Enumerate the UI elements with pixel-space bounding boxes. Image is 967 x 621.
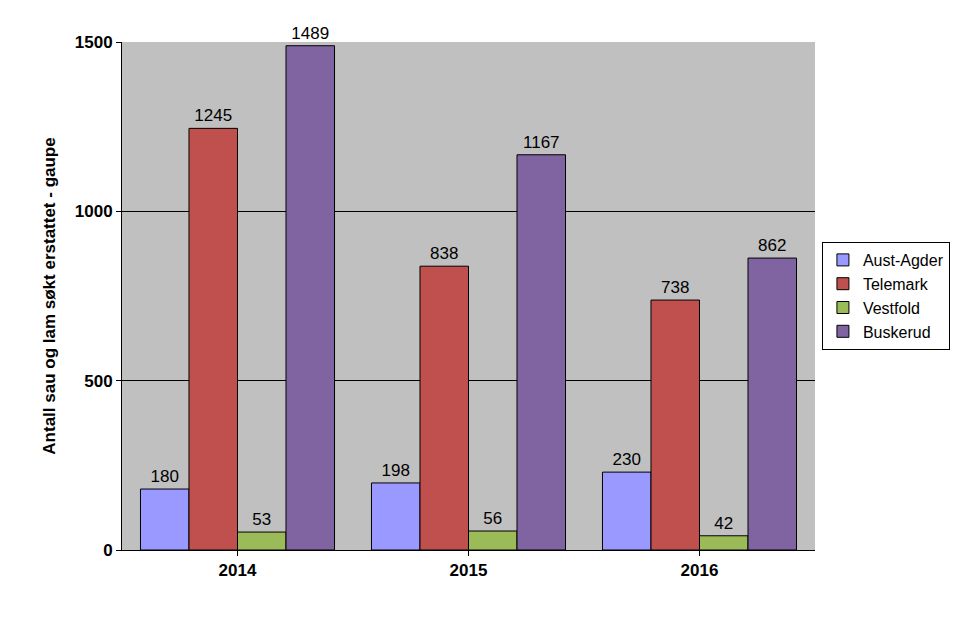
svg-text:738: 738 (661, 278, 689, 297)
svg-text:56: 56 (483, 509, 502, 528)
svg-text:230: 230 (613, 450, 641, 469)
svg-text:Aust-Agder: Aust-Agder (863, 252, 944, 269)
svg-text:Vestfold: Vestfold (863, 300, 920, 317)
svg-text:Buskerud: Buskerud (863, 324, 931, 341)
svg-text:1000: 1000 (75, 202, 113, 221)
svg-text:180: 180 (151, 467, 179, 486)
svg-text:1500: 1500 (75, 33, 113, 52)
svg-text:2014: 2014 (219, 561, 257, 580)
svg-text:198: 198 (382, 461, 410, 480)
svg-text:Antall sau og lam søkt erstatt: Antall sau og lam søkt erstattet - gaupe (40, 137, 59, 454)
svg-text:500: 500 (84, 372, 112, 391)
svg-text:1167: 1167 (523, 133, 560, 152)
svg-text:53: 53 (252, 510, 271, 529)
svg-text:0: 0 (103, 541, 112, 560)
svg-text:2015: 2015 (450, 561, 488, 580)
svg-text:862: 862 (758, 236, 786, 255)
svg-text:42: 42 (714, 514, 733, 533)
svg-text:838: 838 (430, 244, 458, 263)
svg-text:1489: 1489 (291, 24, 329, 43)
svg-text:2016: 2016 (681, 561, 719, 580)
svg-text:Telemark: Telemark (863, 276, 929, 293)
svg-text:1245: 1245 (194, 106, 232, 125)
